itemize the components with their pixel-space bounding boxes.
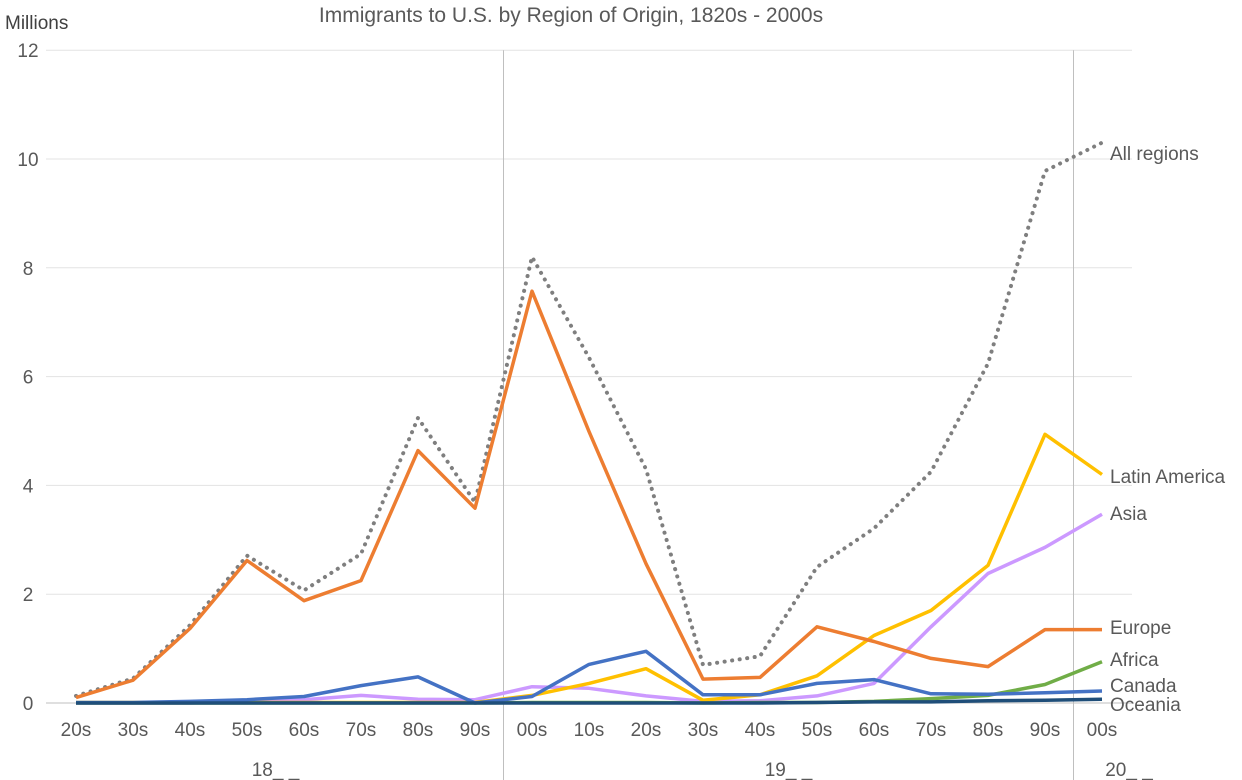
series-line-oceania <box>76 697 1103 705</box>
series-label-africa: Africa <box>1110 650 1159 671</box>
y-tick-label: 2 <box>23 585 34 606</box>
y-tick-label: 4 <box>23 476 34 497</box>
x-tick-label: 50s <box>802 720 833 741</box>
x-group-label: 20_ _ <box>1105 760 1153 780</box>
x-tick-label: 20s <box>61 720 92 741</box>
y-tick-label: 12 <box>17 41 38 62</box>
x-tick-label: 10s <box>574 720 605 741</box>
y-tick-label: 6 <box>23 368 34 389</box>
x-tick-label: 60s <box>859 720 890 741</box>
series-line-asia <box>76 512 1103 705</box>
series-line-europe <box>75 289 1102 700</box>
series-line-all-regions <box>74 140 1104 698</box>
series-labels: All regions Europe Latin America Asia Africa… <box>1110 144 1226 716</box>
chart-title: Immigrants to U.S. by Region of Origin, … <box>319 4 823 27</box>
x-tick-label: 70s <box>916 720 947 741</box>
series-lines <box>74 140 1104 705</box>
y-tick-label: 8 <box>23 259 34 280</box>
x-group-label: 18_ _ <box>252 760 300 780</box>
y-tick-label: 0 <box>23 694 34 715</box>
x-tick-label: 00s <box>517 720 548 741</box>
gridlines <box>46 49 1132 704</box>
series-label-europe: Europe <box>1110 618 1171 639</box>
y-axis-ticks: 0 2 4 6 8 10 12 <box>17 41 38 715</box>
series-label-oceania: Oceania <box>1110 695 1181 716</box>
series-line-canada <box>76 649 1103 705</box>
x-axis-ticks: 20s 30s 40s 50s 60s 70s 80s 90s 00s 10s 20s 30s 40s 5… <box>61 720 1118 741</box>
x-tick-label: 40s <box>175 720 206 741</box>
x-axis-group-labels: 18_ _ 19_ _ 20_ _ <box>252 760 1153 780</box>
x-tick-label: 60s <box>289 720 320 741</box>
x-tick-label: 30s <box>118 720 149 741</box>
x-tick-label: 30s <box>688 720 719 741</box>
y-tick-label: 10 <box>17 150 38 171</box>
series-label-asia: Asia <box>1110 504 1147 525</box>
x-tick-label: 80s <box>973 720 1004 741</box>
x-tick-label: 40s <box>745 720 776 741</box>
x-tick-label: 90s <box>1030 720 1061 741</box>
x-tick-label: 00s <box>1087 720 1118 741</box>
x-tick-label: 70s <box>346 720 377 741</box>
series-label-all-regions: All regions <box>1110 144 1199 165</box>
series-label-canada: Canada <box>1110 676 1177 697</box>
x-tick-label: 90s <box>460 720 491 741</box>
x-group-label: 19_ _ <box>765 760 813 780</box>
series-label-latin-america: Latin America <box>1110 467 1226 488</box>
x-tick-label: 20s <box>631 720 662 741</box>
y-axis-unit-label: Millions <box>5 13 68 34</box>
x-tick-label: 80s <box>403 720 434 741</box>
group-separators <box>503 50 1074 780</box>
x-tick-label: 50s <box>232 720 263 741</box>
